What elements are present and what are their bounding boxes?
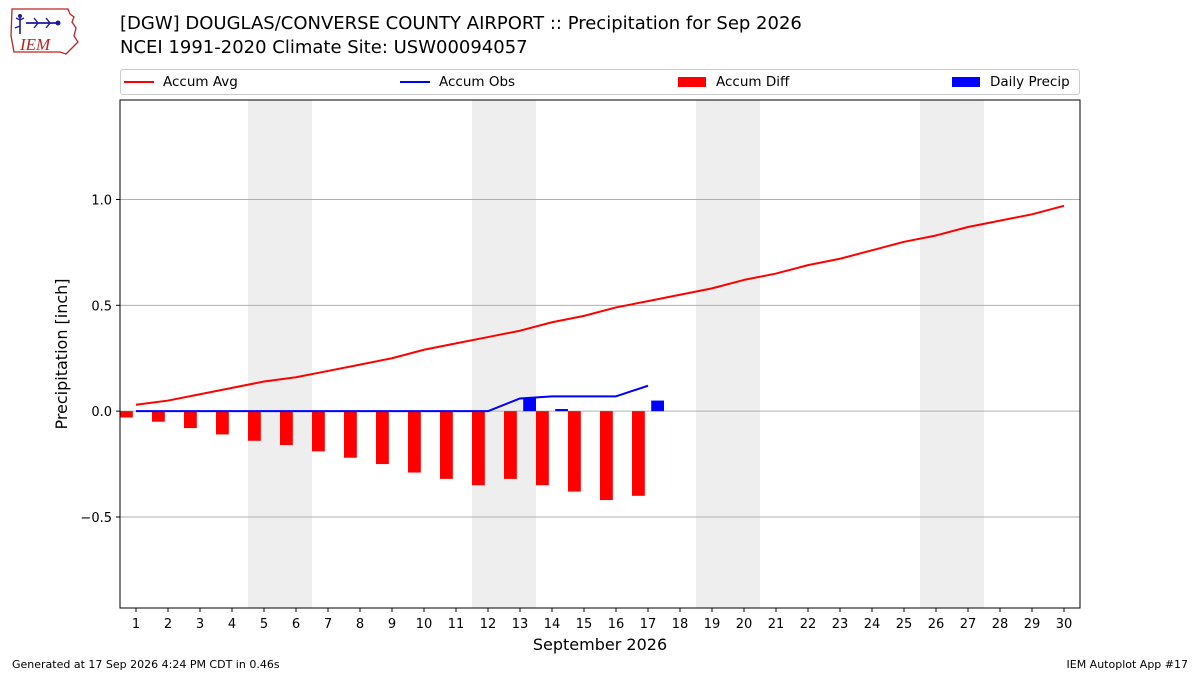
accum-diff-bar xyxy=(376,411,389,465)
iem-logo-graphic: IEM xyxy=(10,8,79,55)
x-tick-label: 2 xyxy=(164,617,172,632)
accum-diff-bar xyxy=(504,411,517,479)
x-tick-label: 26 xyxy=(928,617,945,632)
accum-avg-line xyxy=(135,204,1065,406)
accum-diff-bar xyxy=(568,411,581,492)
x-tick-label: 19 xyxy=(704,617,721,632)
legend-item-accum-diff: Accum Diff xyxy=(678,73,789,91)
chart-title: [DGW] DOUGLAS/CONVERSE COUNTY AIRPORT ::… xyxy=(120,13,802,34)
accum-diff-bar xyxy=(632,411,645,496)
x-tick-label: 16 xyxy=(608,617,625,632)
legend-label-accum-avg: Accum Avg xyxy=(163,74,238,90)
chart-legend: Accum Avg Accum Obs Accum Diff Daily Pre… xyxy=(120,69,1080,95)
weekend-band-2 xyxy=(472,100,536,608)
weekend-shading xyxy=(248,100,984,608)
y-axis-ticks: −0.5 0.0 0.5 1.0 xyxy=(80,193,120,526)
x-tick-label: 6 xyxy=(292,617,300,632)
bars xyxy=(120,398,664,501)
accum-diff-bar xyxy=(472,411,485,486)
accum-diff-bar xyxy=(312,411,325,452)
legend-item-accum-avg: Accum Avg xyxy=(124,73,238,91)
x-tick-label: 20 xyxy=(736,617,753,632)
x-tick-label: 17 xyxy=(640,617,657,632)
legend-swatch-accum-avg xyxy=(124,81,154,83)
x-tick-label: 27 xyxy=(960,617,977,632)
footer-generated: Generated at 17 Sep 2026 4:24 PM CDT in … xyxy=(12,658,280,671)
legend-swatch-accum-diff xyxy=(678,77,706,87)
x-tick-label: 13 xyxy=(512,617,529,632)
legend-item-daily-precip: Daily Precip xyxy=(952,73,1070,91)
x-tick-label: 28 xyxy=(992,617,1009,632)
x-tick-label: 10 xyxy=(416,617,433,632)
x-tick-label: 14 xyxy=(544,617,561,632)
x-tick-label: 3 xyxy=(196,617,204,632)
x-tick-label: 11 xyxy=(448,617,465,632)
x-tick-label: 30 xyxy=(1056,617,1073,632)
x-tick-label: 23 xyxy=(832,617,849,632)
x-tick-label: 24 xyxy=(864,617,881,632)
accum-diff-bar xyxy=(216,411,229,435)
footer-app: IEM Autoplot App #17 xyxy=(1066,658,1189,671)
x-tick-label: 22 xyxy=(800,617,817,632)
accum-diff-bar xyxy=(600,411,613,501)
x-tick-label: 18 xyxy=(672,617,689,632)
accum-diff-bar xyxy=(408,411,421,473)
accum-obs-line xyxy=(136,384,649,413)
accum-diff-bar xyxy=(152,411,165,422)
accum-diff-bar xyxy=(248,411,261,441)
accum-diff-bar xyxy=(184,411,197,429)
x-tick-label: 8 xyxy=(356,617,364,632)
y-tick-label: 0.0 xyxy=(91,405,112,420)
weekend-band-4 xyxy=(920,100,984,608)
daily-precip-bar xyxy=(651,400,664,412)
accum-diff-bar xyxy=(280,411,293,446)
accum-diff-bar xyxy=(536,411,549,486)
legend-label-accum-obs: Accum Obs xyxy=(439,74,516,90)
weekend-band-1 xyxy=(248,100,312,608)
series-lines xyxy=(135,204,1065,413)
y-tick-label: 1.0 xyxy=(91,193,112,208)
legend-swatch-daily-precip xyxy=(952,77,980,87)
x-tick-label: 5 xyxy=(260,617,268,632)
chart-subtitle: NCEI 1991-2020 Climate Site: USW00094057 xyxy=(120,37,528,58)
x-tick-label: 21 xyxy=(768,617,785,632)
accum-diff-bar xyxy=(344,411,357,458)
accum-diff-bar xyxy=(120,411,133,418)
x-tick-label: 12 xyxy=(480,617,497,632)
plot-frame xyxy=(119,99,1081,609)
weekend-band-3 xyxy=(696,100,760,608)
x-tick-label: 7 xyxy=(324,617,332,632)
x-tick-label: 29 xyxy=(1024,617,1041,632)
legend-item-accum-obs: Accum Obs xyxy=(400,73,515,91)
y-tick-label: 0.5 xyxy=(91,299,112,314)
x-tick-label: 4 xyxy=(228,617,236,632)
legend-label-accum-diff: Accum Diff xyxy=(716,74,790,90)
daily-precip-bar xyxy=(523,398,536,412)
x-tick-label: 15 xyxy=(576,617,593,632)
iem-logo-text: IEM xyxy=(19,35,51,54)
legend-swatch-accum-obs xyxy=(400,81,430,83)
legend-label-daily-precip: Daily Precip xyxy=(990,74,1070,90)
y-axis-label: Precipitation [inch] xyxy=(52,278,71,429)
iem-logo: IEM xyxy=(8,6,80,58)
x-tick-label: 9 xyxy=(388,617,396,632)
y-tick-label: −0.5 xyxy=(80,511,112,526)
x-axis-ticks: 1 2 3 4 5 6 7 8 9 10 11 12 13 14 15 16 17 18 19 20 21 22 23 24 2… xyxy=(132,608,1072,632)
x-tick-label: 25 xyxy=(896,617,913,632)
daily-precip-bar xyxy=(555,409,568,412)
x-tick-label: 1 xyxy=(132,617,140,632)
accum-diff-bar xyxy=(440,411,453,479)
x-axis-label: September 2026 xyxy=(533,635,667,654)
